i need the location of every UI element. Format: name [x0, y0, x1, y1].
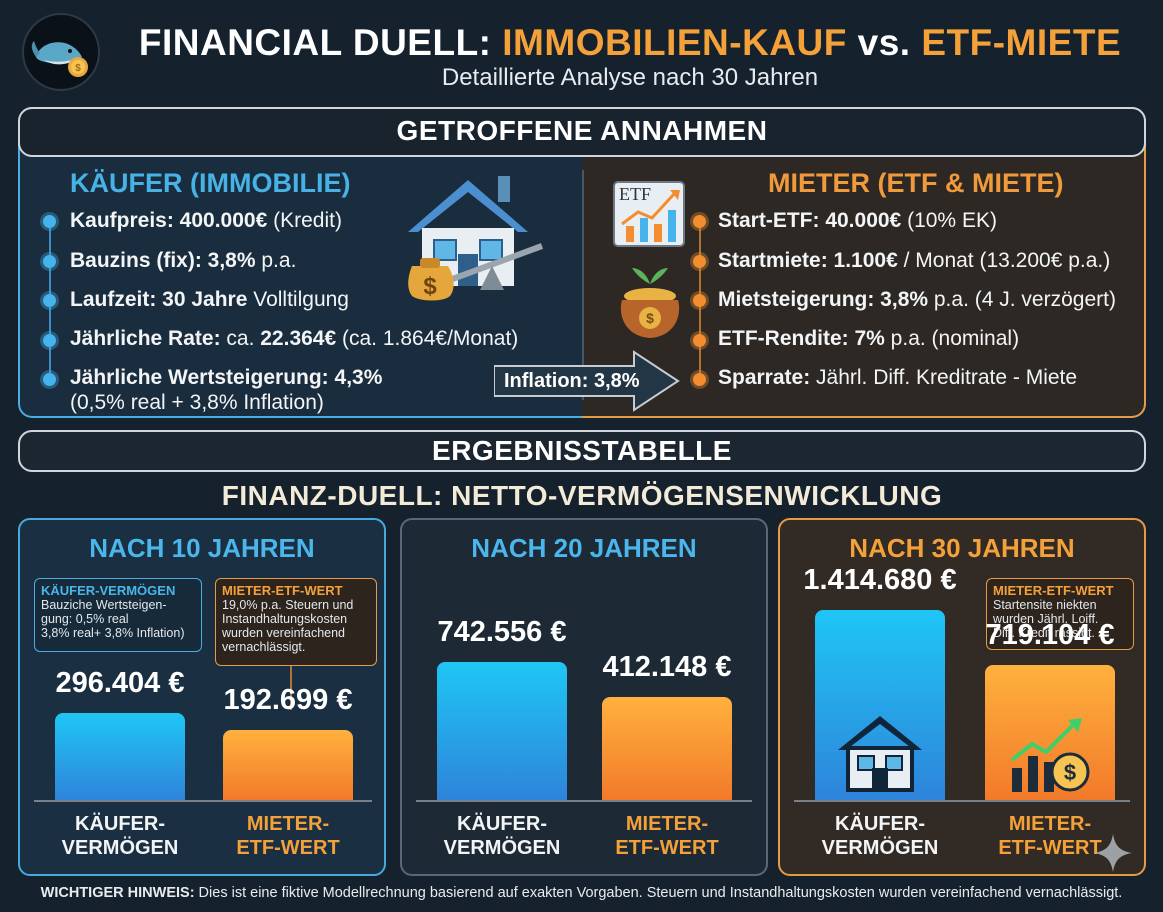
kaeufer-value-label: 296.404 € [55, 667, 185, 699]
svg-text:$: $ [423, 273, 437, 300]
footer-disclaimer: WICHTIGER HINWEIS: Dies ist eine fiktive… [40, 885, 1123, 901]
title-part4: ETF-MIETE [921, 22, 1122, 63]
panel-title: NACH 10 JAHREN [89, 533, 315, 563]
kaeufer-item-wertsteigerung: Jährliche Wertsteigerung: 4,3% [70, 366, 383, 389]
note-connector [290, 666, 292, 710]
kaeufer-item-laufzeit: Laufzeit: 30 Jahre Volltilgung [70, 288, 349, 311]
note-line: Instandhaltungskosten [222, 612, 348, 626]
note-line: Bauziche Wertsteigen- [41, 598, 167, 612]
kaeufer-bullet [43, 215, 56, 228]
kaeufer-item-kaufpreis: Kaufpreis: 400.000€ (Kredit) [70, 209, 342, 232]
kaeufer-bar [437, 662, 567, 800]
note-line: wurden Jährl. Loiff. [993, 612, 1099, 626]
panel-baseline [794, 800, 1130, 802]
etf-icon-label: ETF [619, 184, 652, 204]
kaeufer-value-label: 1.414.680 € [803, 564, 957, 596]
etf-chart-icon [613, 181, 685, 247]
mieter-item-startmiete: Startmiete: 1.100€ / Monat (13.200€ p.a.… [718, 249, 1111, 272]
panel-title: NACH 30 JAHREN [849, 533, 1075, 563]
assumptions-header-bar [18, 107, 1146, 157]
mieter-item-mietsteigerung: Mietsteigerung: 3,8% p.a. (4 J. verzöger… [718, 288, 1116, 311]
kaeufer-heading: KÄUFER (IMMOBILIE) [70, 168, 351, 198]
results-header-bar [18, 430, 1146, 472]
inflation-arrow [493, 350, 684, 417]
kaeufer-bullet [43, 255, 56, 268]
whale-logo: $ [22, 13, 100, 91]
kaeufer-bullet [43, 294, 56, 307]
house-outline-illustration [834, 712, 926, 797]
house-icon: $ [408, 176, 544, 301]
x-label-kaeufer: KÄUFER- VERMÖGEN [61, 813, 179, 859]
results-title: ERGEBNISSTABELLE [432, 435, 732, 466]
mieter-item-start-etf: Start-ETF: 40.000€ (10% EK) [718, 209, 997, 232]
note-line: gung: 0,5% real [41, 612, 129, 626]
arrow-right-icon [493, 350, 680, 412]
inflation-label: Inflation: 3,8% [504, 370, 640, 392]
mieter-bar [223, 730, 353, 800]
assumptions-panel [18, 107, 1146, 418]
kaeufer-note-box: KÄUFER-VERMÖGEN Bauziche Wertsteigen- gu… [34, 578, 202, 652]
mieter-bullet [693, 373, 706, 386]
svg-text:$: $ [75, 63, 81, 74]
assumptions-divider [582, 170, 584, 400]
note-line: 3,8% real+ 3,8% Inflation) [41, 626, 185, 640]
mieter-value-label: 412.148 € [602, 651, 732, 683]
results-table-title: FINANZ-DUELL: NETTO-VERMÖGENSENWICKLUNG [221, 480, 943, 511]
title-part2: IMMOBILIEN-KAUF [502, 22, 847, 63]
note-title: KÄUFER-VERMÖGEN [41, 583, 176, 598]
note-line: 19,0% p.a. Steuern und [222, 598, 354, 612]
svg-text:$: $ [646, 310, 654, 326]
growth-chart-illustration: $ [1006, 714, 1098, 801]
mieter-bar [602, 697, 732, 800]
mieter-bullet [693, 215, 706, 228]
kaeufer-bullet [43, 334, 56, 347]
x-label-mieter: MIETER- ETF-WERT [998, 813, 1102, 859]
house-moneybag-illustration: $ [402, 172, 552, 309]
kaeufer-item-bauzins: Bauzins (fix): 3,8% p.a. [70, 249, 297, 272]
page-subtitle: Detaillierte Analyse nach 30 Jahren [441, 64, 819, 91]
note-line: vernachlässigt. [222, 640, 306, 654]
whale-icon: $ [31, 41, 88, 77]
mieter-value-label: 719.104 € [985, 619, 1115, 651]
mieter-note-box: MIETER-ETF-WERT 19,0% p.a. Steuern und I… [215, 578, 377, 666]
kaeufer-bar [55, 713, 185, 800]
kaeufer-bullet [43, 373, 56, 386]
mieter-bullet [693, 334, 706, 347]
x-label-kaeufer: KÄUFER- VERMÖGEN [443, 813, 561, 859]
money-pot-illustration: $ [612, 262, 688, 347]
note-title: MIETER-ETF-WERT [993, 583, 1114, 598]
house-outline-icon [838, 716, 922, 792]
mieter-item-sparrate: Sparrate: Jährl. Diff. Kreditrate - Miet… [718, 366, 1078, 389]
x-label-mieter: MIETER- ETF-WERT [236, 813, 340, 859]
assumptions-title: GETROFFENE ANNAHMEN [396, 115, 768, 146]
kaeufer-item-rate: Jährliche Rate: ca. 22.364€ (ca. 1.864€/… [70, 327, 519, 350]
panel-10-jahre [18, 518, 386, 876]
mieter-value-label: 192.699 € [223, 684, 353, 716]
sparkle-icon [1092, 832, 1134, 879]
page-title: FINANCIAL DUELL: IMMOBILIEN-KAUF vs. ETF… [110, 22, 1150, 64]
x-label-mieter: MIETER- ETF-WERT [615, 813, 719, 859]
panel-title: NACH 20 JAHREN [471, 533, 697, 563]
note-title: MIETER-ETF-WERT [222, 583, 343, 598]
etf-chart-illustration [612, 180, 688, 255]
panel-baseline [416, 800, 752, 802]
svg-text:$: $ [1064, 760, 1076, 785]
note-line: wurden vereinfachend [222, 626, 345, 640]
growth-chart-coin-icon: $ [1010, 718, 1090, 792]
money-pot-icon: $ [620, 268, 680, 338]
mieter-heading: MIETER (ETF & MIETE) [768, 168, 1064, 198]
mieter-bullet [693, 255, 706, 268]
kaeufer-item-wertsteigerung-detail: (0,5% real + 3,8% Inflation) [70, 391, 324, 414]
kaeufer-value-label: 742.556 € [437, 616, 567, 648]
title-part1: FINANCIAL DUELL: [138, 22, 503, 63]
title-part3: vs. [846, 22, 922, 63]
note-line: Startensite niekten [993, 598, 1097, 612]
x-label-kaeufer: KÄUFER- VERMÖGEN [821, 813, 939, 859]
note-line: Diff. Kredit rassigt. [993, 626, 1095, 640]
mieter-item-etf-rendite: ETF-Rendite: 7% p.a. (nominal) [718, 327, 1020, 350]
mieter-note-box: MIETER-ETF-WERT Startensite niekten wurd… [986, 578, 1134, 650]
mieter-bullet [693, 294, 706, 307]
panel-baseline [34, 800, 372, 802]
